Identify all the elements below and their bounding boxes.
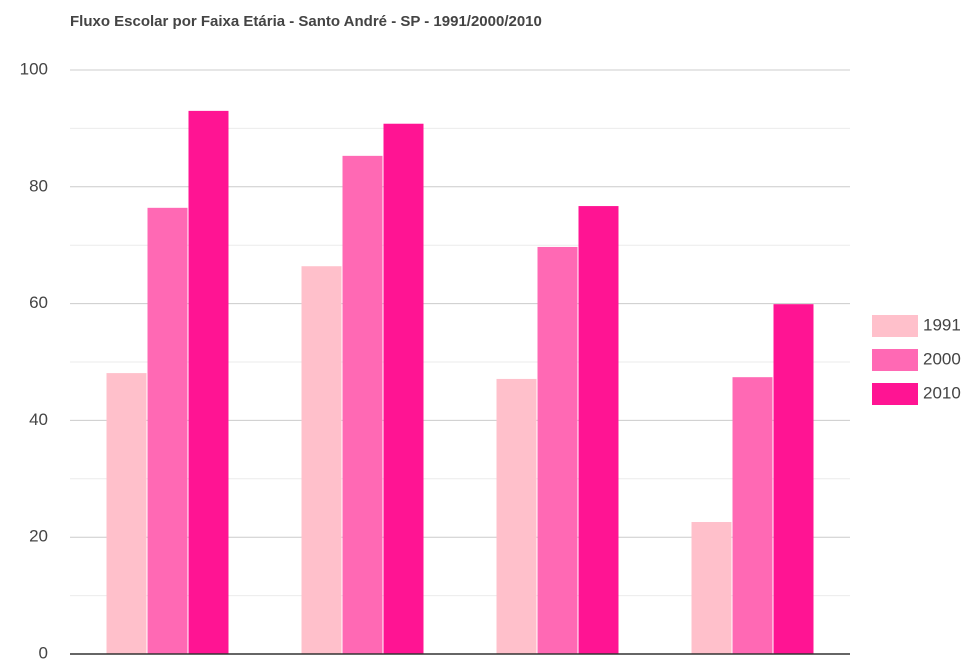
bar xyxy=(732,377,773,654)
bar xyxy=(147,207,188,654)
y-tick-label: 40 xyxy=(29,410,48,429)
legend-label: 1991 xyxy=(923,315,961,334)
bar xyxy=(496,378,537,654)
bar xyxy=(383,123,424,654)
y-tick-label: 20 xyxy=(29,527,48,546)
legend-swatch xyxy=(872,315,918,337)
bar xyxy=(537,246,578,654)
bar xyxy=(578,206,619,654)
bar xyxy=(188,110,229,654)
legend-label: 2000 xyxy=(923,349,961,368)
bar xyxy=(691,522,732,654)
y-tick-label: 80 xyxy=(29,176,48,195)
bar xyxy=(301,266,342,654)
legend-swatch xyxy=(872,349,918,371)
bar xyxy=(342,155,383,654)
y-tick-label: 60 xyxy=(29,293,48,312)
y-tick-label: 100 xyxy=(20,59,48,78)
y-tick-label: 0 xyxy=(39,643,48,659)
legend-label: 2010 xyxy=(923,383,961,402)
bar xyxy=(106,373,147,654)
legend-swatch xyxy=(872,383,918,405)
bar xyxy=(773,304,814,654)
chart-title: Fluxo Escolar por Faixa Etária - Santo A… xyxy=(70,13,542,30)
